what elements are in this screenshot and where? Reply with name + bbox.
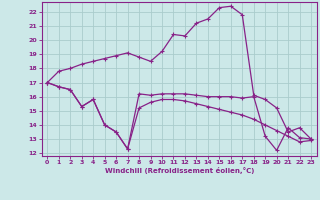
X-axis label: Windchill (Refroidissement éolien,°C): Windchill (Refroidissement éolien,°C) (105, 167, 254, 174)
